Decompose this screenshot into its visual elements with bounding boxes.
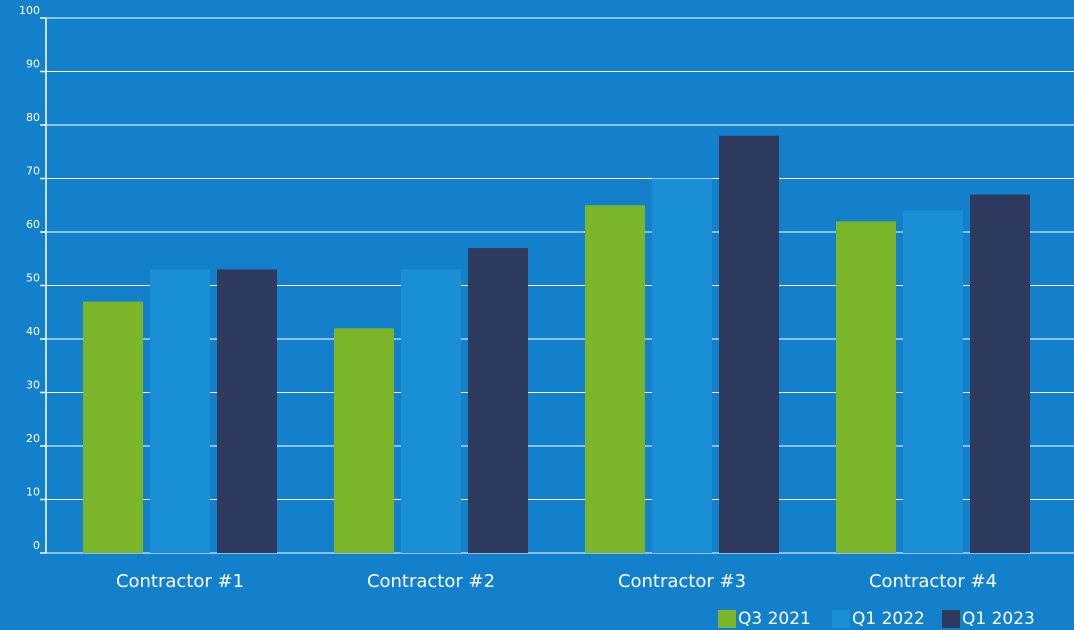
y-tick-label: 10 [26, 486, 40, 499]
legend-label: Q1 2022 [852, 609, 925, 629]
y-tick-label: 80 [26, 111, 40, 124]
bar [652, 178, 712, 553]
bar [836, 221, 896, 554]
bar [150, 269, 210, 553]
bar [334, 328, 394, 553]
bar [401, 269, 461, 553]
y-tick-label: 30 [26, 379, 40, 392]
legend-swatch [718, 610, 736, 628]
y-tick-label: 50 [26, 272, 40, 285]
y-tick-label: 70 [26, 165, 40, 178]
y-tick-label: 60 [26, 218, 40, 231]
x-tick-label: Contractor #4 [869, 571, 997, 592]
bar [903, 210, 963, 553]
bar [585, 205, 645, 553]
bar [468, 248, 528, 554]
y-tick-label: 40 [26, 325, 40, 338]
legend-label: Q3 2021 [738, 609, 811, 629]
y-tick-label: 20 [26, 432, 40, 445]
bar [719, 135, 779, 553]
y-tick-label: 90 [26, 58, 40, 71]
x-tick-label: Contractor #2 [367, 571, 495, 592]
bar [970, 194, 1030, 554]
legend-swatch [942, 610, 960, 628]
legend-swatch [832, 610, 850, 628]
x-tick-label: Contractor #1 [116, 571, 244, 592]
legend-label: Q1 2023 [962, 609, 1035, 629]
bar [83, 301, 143, 553]
bar [217, 269, 277, 553]
x-tick-label: Contractor #3 [618, 571, 746, 592]
y-tick-label: 100 [19, 4, 40, 17]
y-tick-label: 0 [33, 539, 40, 552]
